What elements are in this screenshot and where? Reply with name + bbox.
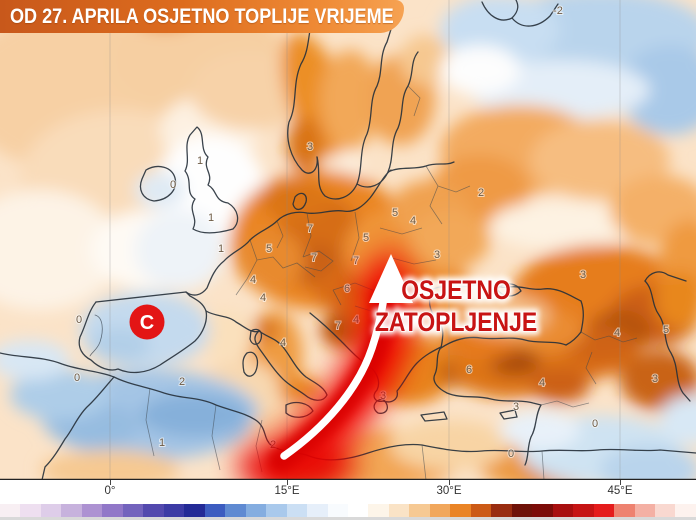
anomaly-value: 5 [266, 243, 272, 255]
title-banner: OD 27. APRILA OSJETNO TOPLIJE VRIJEME [0, 0, 404, 33]
anomaly-value: 0 [76, 314, 82, 326]
colorbar-segment [225, 504, 246, 517]
colorbar-segment [20, 504, 41, 517]
longitude-label: 30°E [436, 485, 462, 497]
anomaly-value: 1 [159, 437, 165, 449]
anomaly-value: 6 [466, 364, 472, 376]
anomaly-value: 3 [434, 249, 440, 261]
anomaly-value: 5 [663, 324, 669, 336]
longitude-axis: 0° 15°E 30°E 45°E [0, 480, 696, 504]
anomaly-value: 5 [363, 232, 369, 244]
cold-marker-letter: C [140, 312, 154, 334]
anomaly-value: 7 [307, 223, 313, 235]
anomaly-value: 1 [197, 155, 203, 167]
colorbar-segment [450, 504, 471, 517]
anomaly-value: 5 [392, 207, 398, 219]
colorbar-segment [286, 504, 308, 517]
cold-marker: C [129, 304, 165, 340]
colorbar-segment [184, 504, 205, 517]
warming-arrow [237, 244, 428, 480]
colorbar-segment [655, 504, 676, 517]
warming-label: OSJETNO ZATOPLJENJE OSJETNO ZATOPLJENJE [372, 272, 541, 341]
longitude-label: 15°E [274, 485, 300, 497]
anomaly-value: 0 [170, 179, 176, 191]
colorbar-segment [388, 504, 410, 517]
colorbar-segment [429, 504, 451, 517]
title-text: OD 27. APRILA OSJETNO TOPLIJE VRIJEME [10, 4, 394, 28]
arrow-head [369, 254, 413, 303]
colorbar-segment [470, 504, 492, 517]
anomaly-value: 2 [478, 187, 484, 199]
anomaly-value: 3 [580, 269, 586, 281]
warming-label-glow-2: ZATOPLJENJE [375, 307, 537, 337]
anomaly-value: 3 [513, 401, 519, 413]
arrow-shaft [280, 299, 387, 460]
colorbar-segment [307, 504, 328, 517]
colorbar-segment [61, 504, 82, 517]
warming-label-line1: OSJETNO [401, 275, 511, 305]
colorbar-segment [532, 504, 553, 517]
anomaly-value: 0 [74, 372, 80, 384]
colorbar-segment [327, 504, 348, 517]
longitude-tick [620, 480, 621, 485]
colorbar-segment [634, 504, 655, 517]
warming-label-glow-1: OSJETNO [401, 275, 511, 305]
longitude-tick [110, 480, 111, 485]
colorbar-segment [593, 504, 615, 517]
meridian-lines [109, 0, 621, 479]
colorbar-underline [0, 517, 696, 520]
colorbar-segment [491, 504, 512, 517]
colorbar [0, 504, 696, 517]
colorbar-segment [511, 504, 533, 517]
anomaly-value: 2 [179, 376, 185, 388]
anomaly-value: 3 [307, 141, 313, 153]
anomaly-value: 1 [218, 243, 224, 255]
anomaly-value: 0 [508, 448, 514, 460]
colorbar-segment [0, 504, 21, 517]
anomaly-value: 1 [208, 212, 214, 224]
anomaly-value: -2 [553, 5, 563, 17]
colorbar-segment [552, 504, 574, 517]
anomaly-value: 0 [592, 418, 598, 430]
colorbar-segment [204, 504, 226, 517]
colorbar-segment [266, 504, 287, 517]
colorbar-segment [245, 504, 267, 517]
longitude-label: 45°E [607, 485, 633, 497]
colorbar-segment [143, 504, 164, 517]
colorbar-segment [163, 504, 185, 517]
anomaly-value: 3 [652, 373, 658, 385]
anomaly-value: 7 [335, 320, 341, 332]
colorbar-segment [368, 504, 389, 517]
longitude-label: 0° [104, 485, 116, 497]
colorbar-segment [573, 504, 594, 517]
colorbar-segment [102, 504, 123, 517]
colorbar-segment [81, 504, 103, 517]
anomaly-value: 4 [353, 314, 359, 326]
colorbar-segment [614, 504, 635, 517]
anomaly-value: 4 [250, 274, 256, 286]
colorbar-segment [122, 504, 144, 517]
anomaly-value: 4 [614, 327, 620, 339]
colorbar-segment [40, 504, 62, 517]
anomaly-value: 3 [519, 317, 525, 329]
anomaly-value: 4 [260, 292, 266, 304]
anomaly-value: 4 [539, 377, 545, 389]
anomaly-value: 4 [280, 337, 286, 349]
longitude-tick [449, 480, 450, 485]
anomaly-value: 4 [410, 215, 416, 227]
anomaly-value: 7 [311, 252, 317, 264]
longitude-tick [287, 480, 288, 485]
warming-label-line2: ZATOPLJENJE [375, 307, 537, 337]
colorbar-segment [409, 504, 430, 517]
colorbar-segment [675, 504, 696, 517]
anomaly-value: 6 [344, 283, 350, 295]
colorbar-segment [347, 504, 369, 517]
anomaly-value: 7 [353, 255, 359, 267]
